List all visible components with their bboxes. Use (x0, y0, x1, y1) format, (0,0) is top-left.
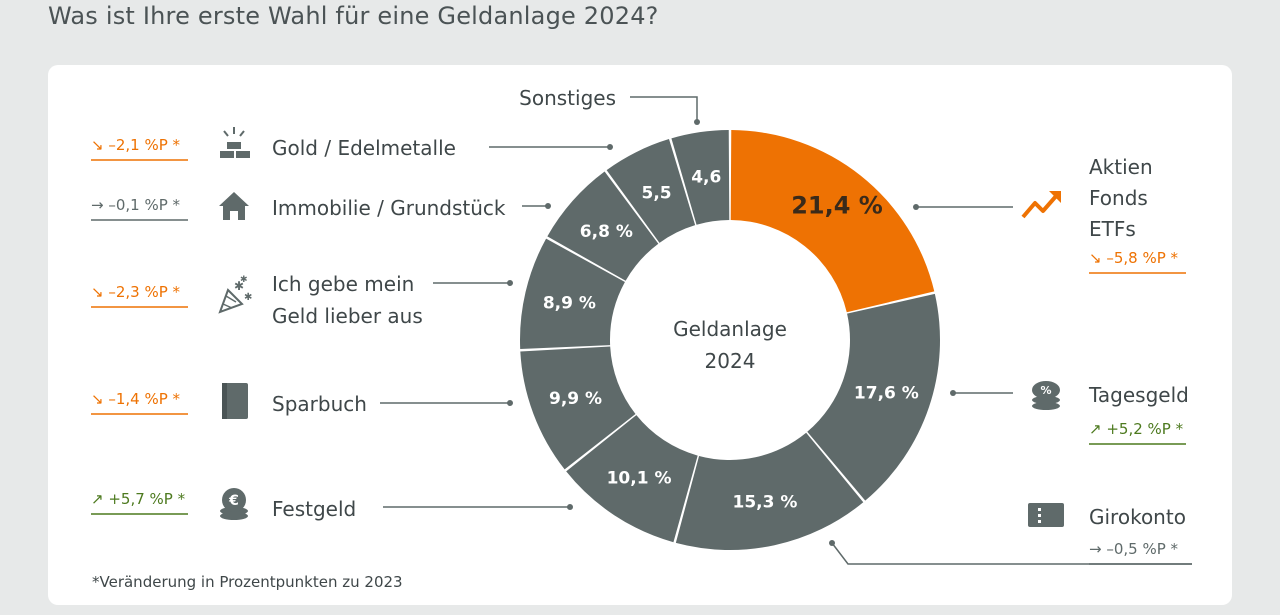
center-label-1: 2024 (705, 349, 756, 373)
svg-text:✱: ✱ (244, 292, 252, 303)
slice-value-label-0: 21,4 % (791, 191, 883, 219)
leader-dot-0 (913, 204, 919, 210)
slice-value-label-4: 9,9 % (549, 389, 602, 409)
house-icon (219, 192, 249, 220)
leader-dot-2 (829, 540, 835, 546)
center-label-0: Geldanlage (673, 317, 787, 341)
change-label-0: ↘ –5,8 %P * (1089, 249, 1179, 267)
category-label-1-0: Tagesgeld (1088, 383, 1189, 407)
slice-value-label-1: 17,6 % (854, 384, 919, 404)
trend-up-icon (1021, 191, 1061, 219)
slice-value-label-7: 5,5 (641, 183, 671, 203)
slice-0 (730, 130, 935, 313)
svg-text:✱: ✱ (234, 279, 244, 293)
leader-line-2 (831, 542, 1192, 565)
leader-dot-7 (607, 144, 613, 150)
category-label-5-1: Geld lieber aus (272, 304, 423, 328)
change-label-2: → –0,5 %P * (1089, 540, 1179, 558)
category-label-5-0: Ich gebe mein (272, 272, 414, 296)
slice-value-label-5: 8,9 % (543, 293, 596, 313)
category-label-8-0: Sonstiges (519, 86, 616, 110)
leader-line-8 (630, 96, 698, 122)
slice-8 (671, 130, 730, 225)
category-label-4-0: Sparbuch (272, 392, 367, 416)
leader-dot-1 (950, 390, 956, 396)
category-label-3-0: Festgeld (272, 497, 356, 521)
leader-dot-4 (507, 400, 513, 406)
chart-title: Was ist Ihre erste Wahl für eine Geldanl… (48, 2, 659, 30)
change-label-5: ↘ –2,3 %P * (91, 283, 181, 301)
svg-text:✱: ✱ (240, 275, 248, 285)
change-label-1: ↗ +5,2 %P * (1089, 420, 1184, 438)
category-label-2-0: Girokonto (1089, 505, 1186, 529)
category-label-7-0: Gold / Edelmetalle (272, 136, 456, 160)
leader-dot-6 (545, 203, 551, 209)
slice-value-label-8: 4,6 (691, 168, 721, 188)
slice-3 (566, 415, 698, 543)
percent-coins-icon: % (1032, 381, 1060, 410)
leader-dot-3 (567, 504, 573, 510)
party-popper-icon: ✱✱✱ (218, 275, 252, 314)
category-label-6-0: Immobilie / Grundstück (272, 196, 506, 220)
slice-value-label-6: 6,8 % (580, 222, 633, 242)
slice-4 (520, 346, 636, 470)
gold-bars-icon (220, 127, 250, 158)
slice-7 (606, 139, 696, 243)
footnote: *Veränderung in Prozentpunkten zu 2023 (92, 573, 403, 591)
card-terminal-icon (1028, 503, 1064, 527)
slice-6 (547, 171, 659, 281)
euro-coins-icon: € (220, 488, 248, 520)
slice-2 (675, 432, 864, 550)
category-label-0-0: Aktien (1089, 155, 1153, 179)
change-label-3: ↗ +5,7 %P * (91, 490, 186, 508)
slice-value-label-2: 15,3 % (732, 492, 797, 512)
change-label-6: → –0,1 %P * (91, 196, 181, 214)
slice-value-label-3: 10,1 % (607, 469, 672, 489)
change-label-7: ↘ –2,1 %P * (91, 136, 181, 154)
category-label-0-1: Fonds (1089, 186, 1148, 210)
passbook-icon (222, 383, 248, 419)
slice-1 (807, 293, 940, 501)
change-label-4: ↘ –1,4 %P * (91, 390, 181, 408)
category-label-0-2: ETFs (1089, 217, 1136, 241)
slice-5 (520, 238, 625, 349)
svg-text:%: % (1040, 384, 1051, 397)
leader-dot-8 (694, 119, 700, 125)
svg-text:€: € (228, 493, 239, 509)
leader-dot-5 (507, 280, 513, 286)
